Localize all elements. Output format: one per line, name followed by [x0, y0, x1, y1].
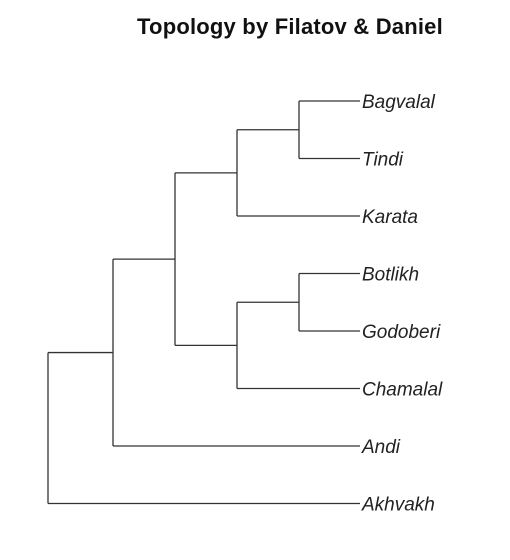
- tip-label-karata: Karata: [362, 207, 418, 228]
- tree-tip-labels: Bagvalal Tindi Karata Botlikh Godoberi Chamal…: [361, 92, 443, 516]
- diagram-title: Topology by Filatov & Daniel: [137, 14, 443, 39]
- tree-branches: [47, 100, 360, 505]
- tip-label-botlikh: Botlikh: [362, 265, 419, 286]
- tip-label-akhvakh: Akhvakh: [361, 495, 435, 516]
- tip-label-andi: Andi: [361, 437, 401, 458]
- tip-label-tindi: Tindi: [362, 150, 404, 171]
- tip-label-chamalal: Chamalal: [362, 380, 443, 401]
- tip-label-godoberi: Godoberi: [362, 322, 441, 343]
- tip-label-bagvalal: Bagvalal: [362, 92, 436, 113]
